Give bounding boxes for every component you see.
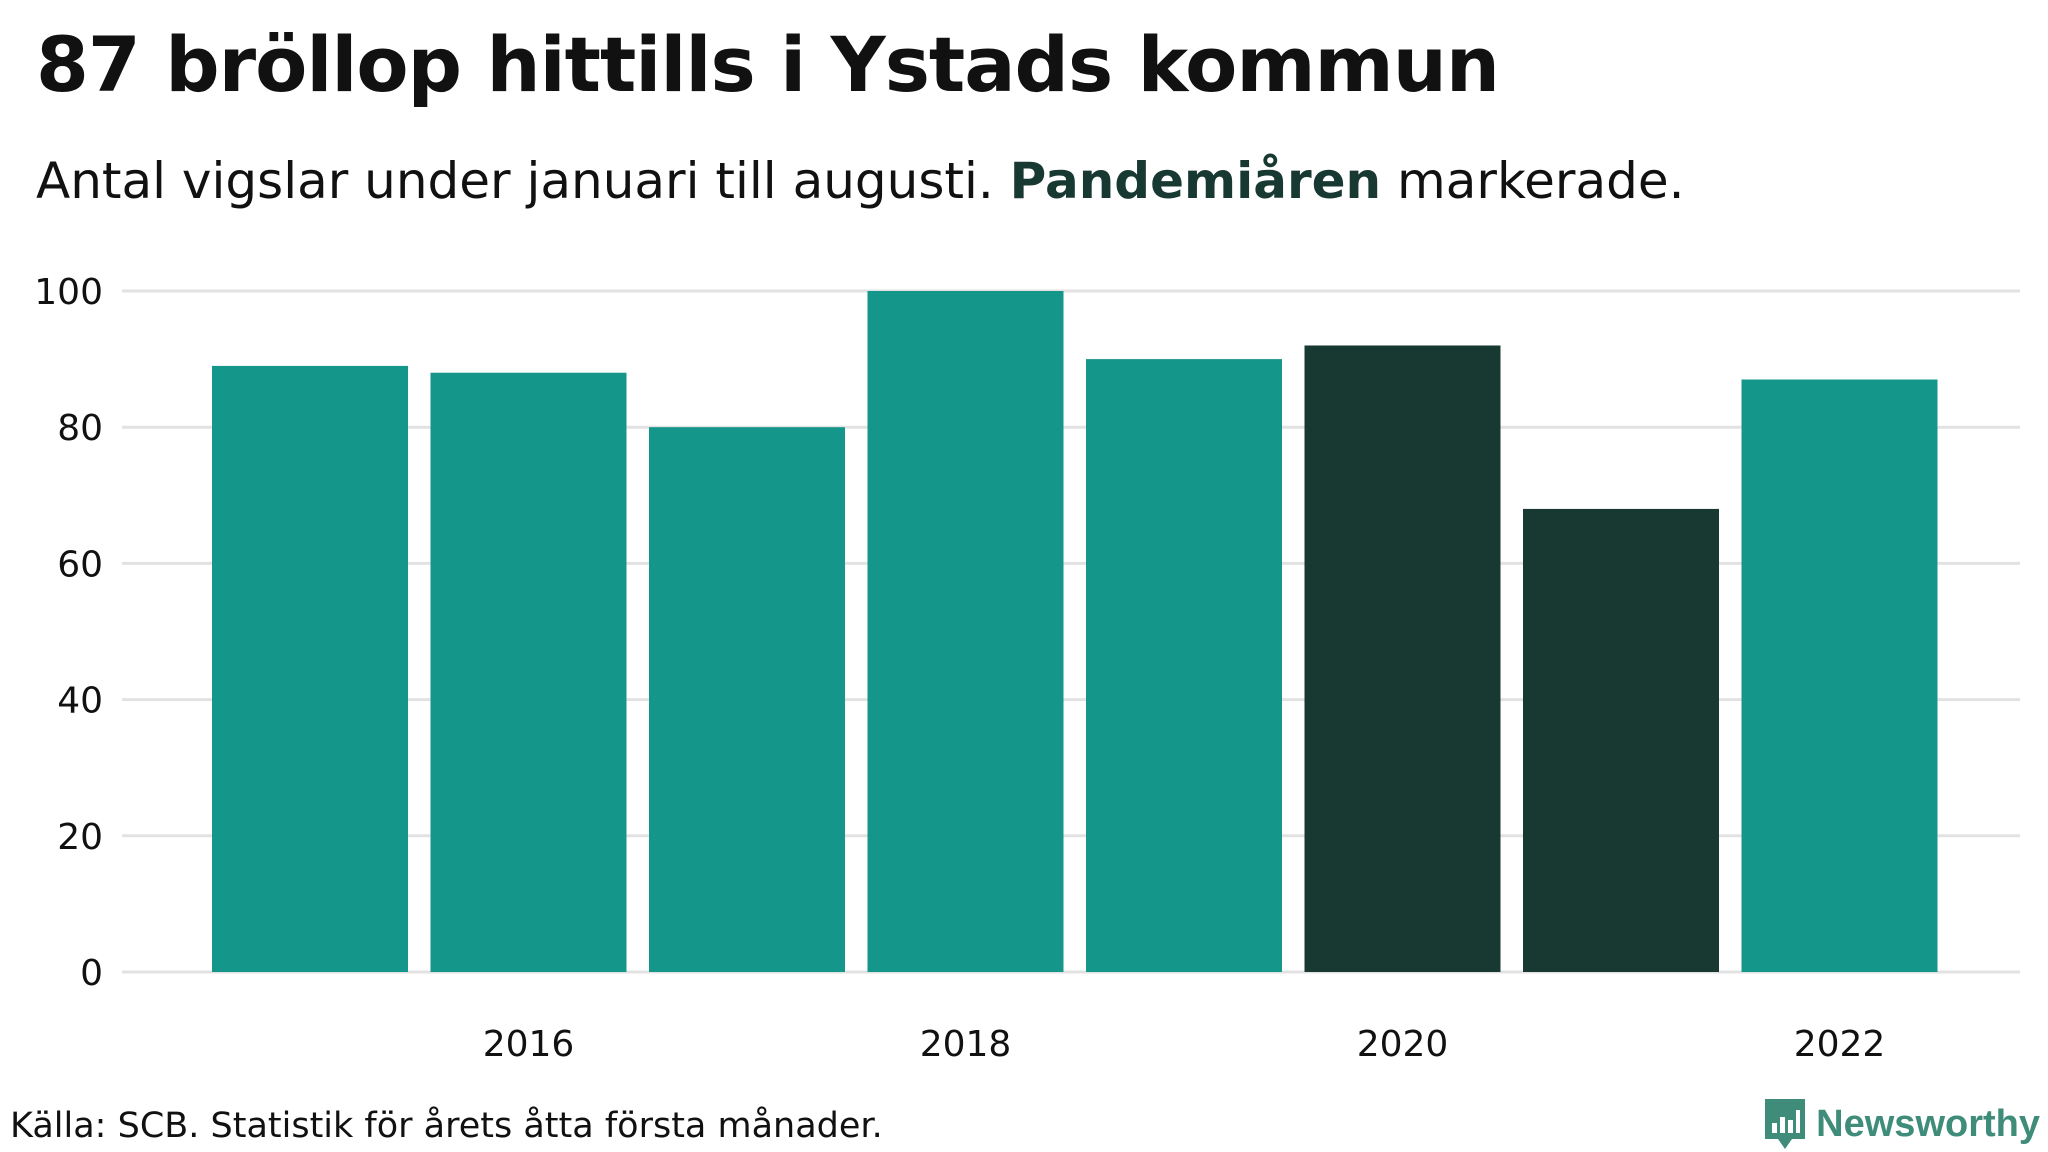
bar-2015 xyxy=(212,365,408,972)
bar-2021 xyxy=(1523,508,1719,972)
y-tick-label: 40 xyxy=(57,681,103,722)
subtitle-text: Antal vigslar under januari till augusti… xyxy=(36,152,1010,210)
bar-2019 xyxy=(1086,359,1282,973)
newsworthy-logo-icon xyxy=(1765,1099,1806,1149)
x-axis: 2016 2018 2020 2022 xyxy=(483,1024,1886,1065)
y-axis: 0 20 40 60 80 100 xyxy=(34,272,103,994)
y-tick-label: 60 xyxy=(57,544,103,585)
bars xyxy=(212,291,1938,973)
x-tick-label: 2016 xyxy=(483,1024,575,1065)
brand-logo: Newsworthy xyxy=(1762,1096,2040,1152)
chart-title: 87 bröllop hittills i Ystads kommun xyxy=(36,20,1500,109)
bar-2018 xyxy=(867,291,1064,972)
y-tick-label: 0 xyxy=(80,953,103,994)
subtitle-text-end: markerade. xyxy=(1381,152,1685,210)
y-tick-label: 80 xyxy=(57,408,103,449)
subtitle-highlight: Pandemiåren xyxy=(1009,152,1382,210)
bar-2016 xyxy=(430,372,627,973)
y-tick-label: 20 xyxy=(57,817,103,858)
source-note: Källa: SCB. Statistik för årets åtta för… xyxy=(10,1106,883,1146)
bar-2020 xyxy=(1304,345,1501,973)
chart-subtitle: Antal vigslar under januari till augusti… xyxy=(36,152,1684,210)
x-tick-label: 2020 xyxy=(1357,1024,1449,1065)
bar-2022 xyxy=(1741,379,1938,972)
bar-2017 xyxy=(649,427,845,972)
x-tick-label: 2022 xyxy=(1794,1024,1886,1065)
x-tick-label: 2018 xyxy=(920,1024,1012,1065)
brand-name: Newsworthy xyxy=(1816,1102,2040,1145)
bar-chart: 0 20 40 60 80 100 2016 2018 2020 2022 xyxy=(34,272,2020,1065)
y-tick-label: 100 xyxy=(34,272,103,313)
